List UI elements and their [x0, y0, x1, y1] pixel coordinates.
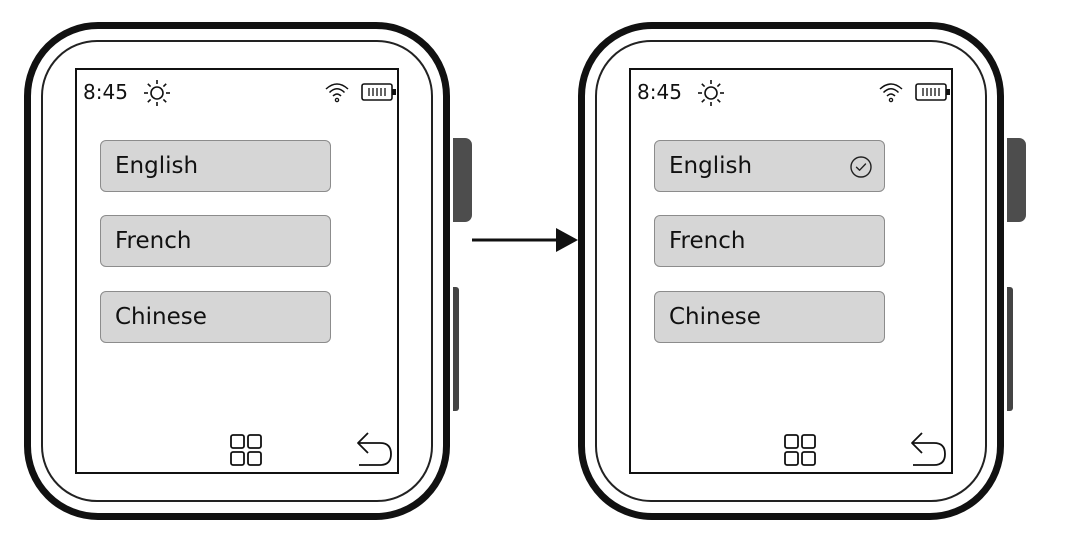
language-option-english[interactable]: English — [100, 140, 331, 192]
status-time: 8:45 — [637, 80, 682, 104]
back-icon[interactable] — [908, 429, 948, 469]
battery-icon — [915, 83, 950, 101]
language-label: Chinese — [115, 304, 207, 330]
wifi-icon — [879, 83, 903, 103]
watch-after: 8:45 English — [554, 0, 1075, 553]
apps-grid-icon[interactable] — [783, 433, 817, 467]
language-label: French — [115, 228, 192, 254]
side-button[interactable] — [453, 287, 459, 411]
digital-crown[interactable] — [1007, 138, 1026, 222]
side-button[interactable] — [1007, 287, 1013, 411]
watch-screen: 8:45 English — [75, 68, 399, 474]
brightness-icon — [698, 80, 724, 106]
language-label: English — [115, 153, 199, 179]
brightness-icon — [144, 80, 170, 106]
watch-bezel — [595, 40, 987, 502]
status-time: 8:45 — [83, 80, 128, 104]
language-option-french[interactable]: French — [654, 215, 885, 267]
language-option-english[interactable]: English — [654, 140, 885, 192]
language-option-chinese[interactable]: Chinese — [100, 291, 331, 343]
digital-crown[interactable] — [453, 138, 472, 222]
battery-icon — [361, 83, 396, 101]
language-option-chinese[interactable]: Chinese — [654, 291, 885, 343]
watch-bezel — [41, 40, 433, 502]
check-circle-icon — [850, 156, 872, 178]
language-label: French — [669, 228, 746, 254]
back-icon[interactable] — [354, 429, 394, 469]
language-label: English — [669, 153, 753, 179]
apps-grid-icon[interactable] — [229, 433, 263, 467]
watch-screen: 8:45 English — [629, 68, 953, 474]
language-label: Chinese — [669, 304, 761, 330]
language-option-french[interactable]: French — [100, 215, 331, 267]
transition-arrow-icon — [472, 228, 578, 252]
watch-before: 8:45 English — [24, 22, 472, 520]
wifi-icon — [325, 83, 349, 103]
